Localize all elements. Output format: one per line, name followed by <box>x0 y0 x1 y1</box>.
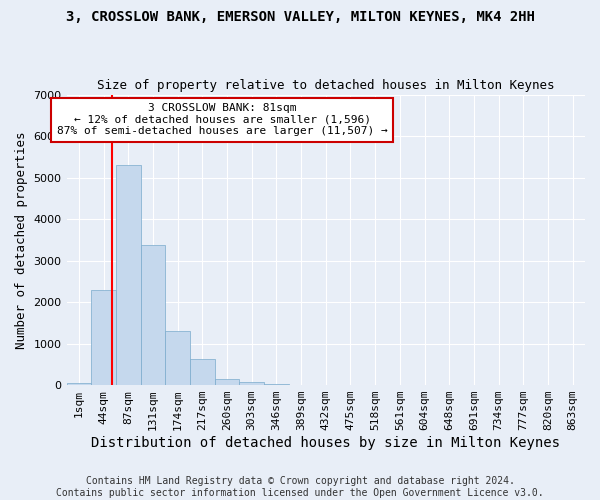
Bar <box>116 165 140 385</box>
Text: 3 CROSSLOW BANK: 81sqm
← 12% of detached houses are smaller (1,596)
87% of semi-: 3 CROSSLOW BANK: 81sqm ← 12% of detached… <box>57 104 388 136</box>
Text: 3, CROSSLOW BANK, EMERSON VALLEY, MILTON KEYNES, MK4 2HH: 3, CROSSLOW BANK, EMERSON VALLEY, MILTON… <box>65 10 535 24</box>
Bar <box>190 358 215 385</box>
Bar <box>264 384 289 385</box>
Bar <box>165 330 190 385</box>
Bar <box>215 379 239 385</box>
Bar <box>91 290 116 385</box>
Bar <box>239 382 264 385</box>
Title: Size of property relative to detached houses in Milton Keynes: Size of property relative to detached ho… <box>97 79 554 92</box>
Y-axis label: Number of detached properties: Number of detached properties <box>15 131 28 348</box>
X-axis label: Distribution of detached houses by size in Milton Keynes: Distribution of detached houses by size … <box>91 436 560 450</box>
Bar <box>67 383 91 385</box>
Text: Contains HM Land Registry data © Crown copyright and database right 2024.
Contai: Contains HM Land Registry data © Crown c… <box>56 476 544 498</box>
Bar <box>140 245 165 385</box>
